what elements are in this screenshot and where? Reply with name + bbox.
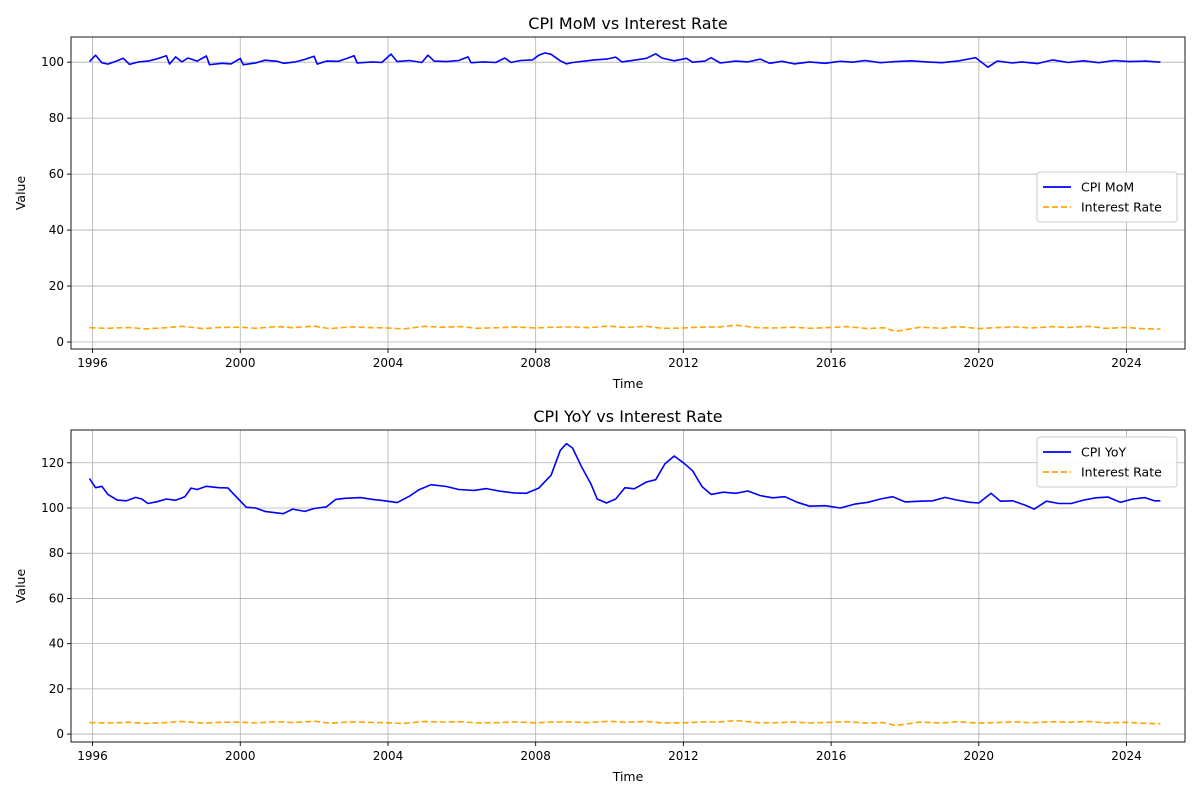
x-axis-label: Time [612,376,644,391]
y-tick-label: 40 [49,223,64,237]
legend-label: CPI MoM [1081,180,1134,195]
chart-title: CPI YoY vs Interest Rate [533,407,722,426]
x-tick-label: 2012 [668,749,699,763]
y-axis-label: Value [13,176,28,211]
x-tick-label: 2000 [225,749,256,763]
y-tick-label: 120 [41,456,64,470]
x-tick-label: 2008 [520,749,551,763]
plot-frame [70,36,1186,350]
y-tick-label: 80 [49,546,64,560]
x-tick-label: 2004 [373,356,404,370]
series-line-interest-rate [89,324,1161,333]
chart-panel-1: 1996 2000 2004 2008 2012 2016 2020 2024 0 20 40 60 8… [13,14,1186,391]
x-tick-label: 2012 [668,356,699,370]
y-tick-label: 20 [49,279,64,293]
y-tick-label: 100 [41,501,64,515]
x-tick-label: 2024 [1111,356,1142,370]
y-tick-label: 0 [56,335,64,349]
x-tick-label: 1996 [77,749,108,763]
y-tick-label: 60 [49,591,64,605]
chart-title: CPI MoM vs Interest Rate [528,14,727,33]
y-tick-label: 20 [49,682,64,696]
y-tick-label: 40 [49,637,64,651]
x-tick-label: 2024 [1111,749,1142,763]
plot-frame [70,429,1186,743]
legend-label: Interest Rate [1081,465,1162,480]
series-line-interest-rate [89,719,1161,727]
legend-label: Interest Rate [1081,200,1162,215]
chart-panel-2: 1996 2000 2004 2008 2012 2016 2020 2024 0 20 40 60 8… [13,407,1186,784]
legend-box [1036,436,1178,488]
legend: CPI YoY Interest Rate [1036,436,1178,488]
series-line-cpi-yoy [88,442,1161,515]
x-tick-label: 2016 [816,356,847,370]
x-tick-label: 2000 [225,356,256,370]
y-tick-label: 80 [49,111,64,125]
x-tick-label: 2016 [816,749,847,763]
x-axis-label: Time [612,769,644,784]
y-axis-label: Value [13,569,28,604]
legend: CPI MoM Interest Rate [1036,171,1178,223]
y-tick-label: 100 [41,55,64,69]
x-tick-label: 2020 [964,749,995,763]
y-tick-label: 0 [56,727,64,741]
x-tick-label: 2008 [520,356,551,370]
x-tick-label: 2020 [964,356,995,370]
x-tick-label: 2004 [373,749,404,763]
series-line-cpi-mom [88,52,1161,68]
legend-label: CPI YoY [1081,445,1127,460]
x-tick-label: 1996 [77,356,108,370]
legend-box [1036,171,1178,223]
y-tick-label: 60 [49,167,64,181]
